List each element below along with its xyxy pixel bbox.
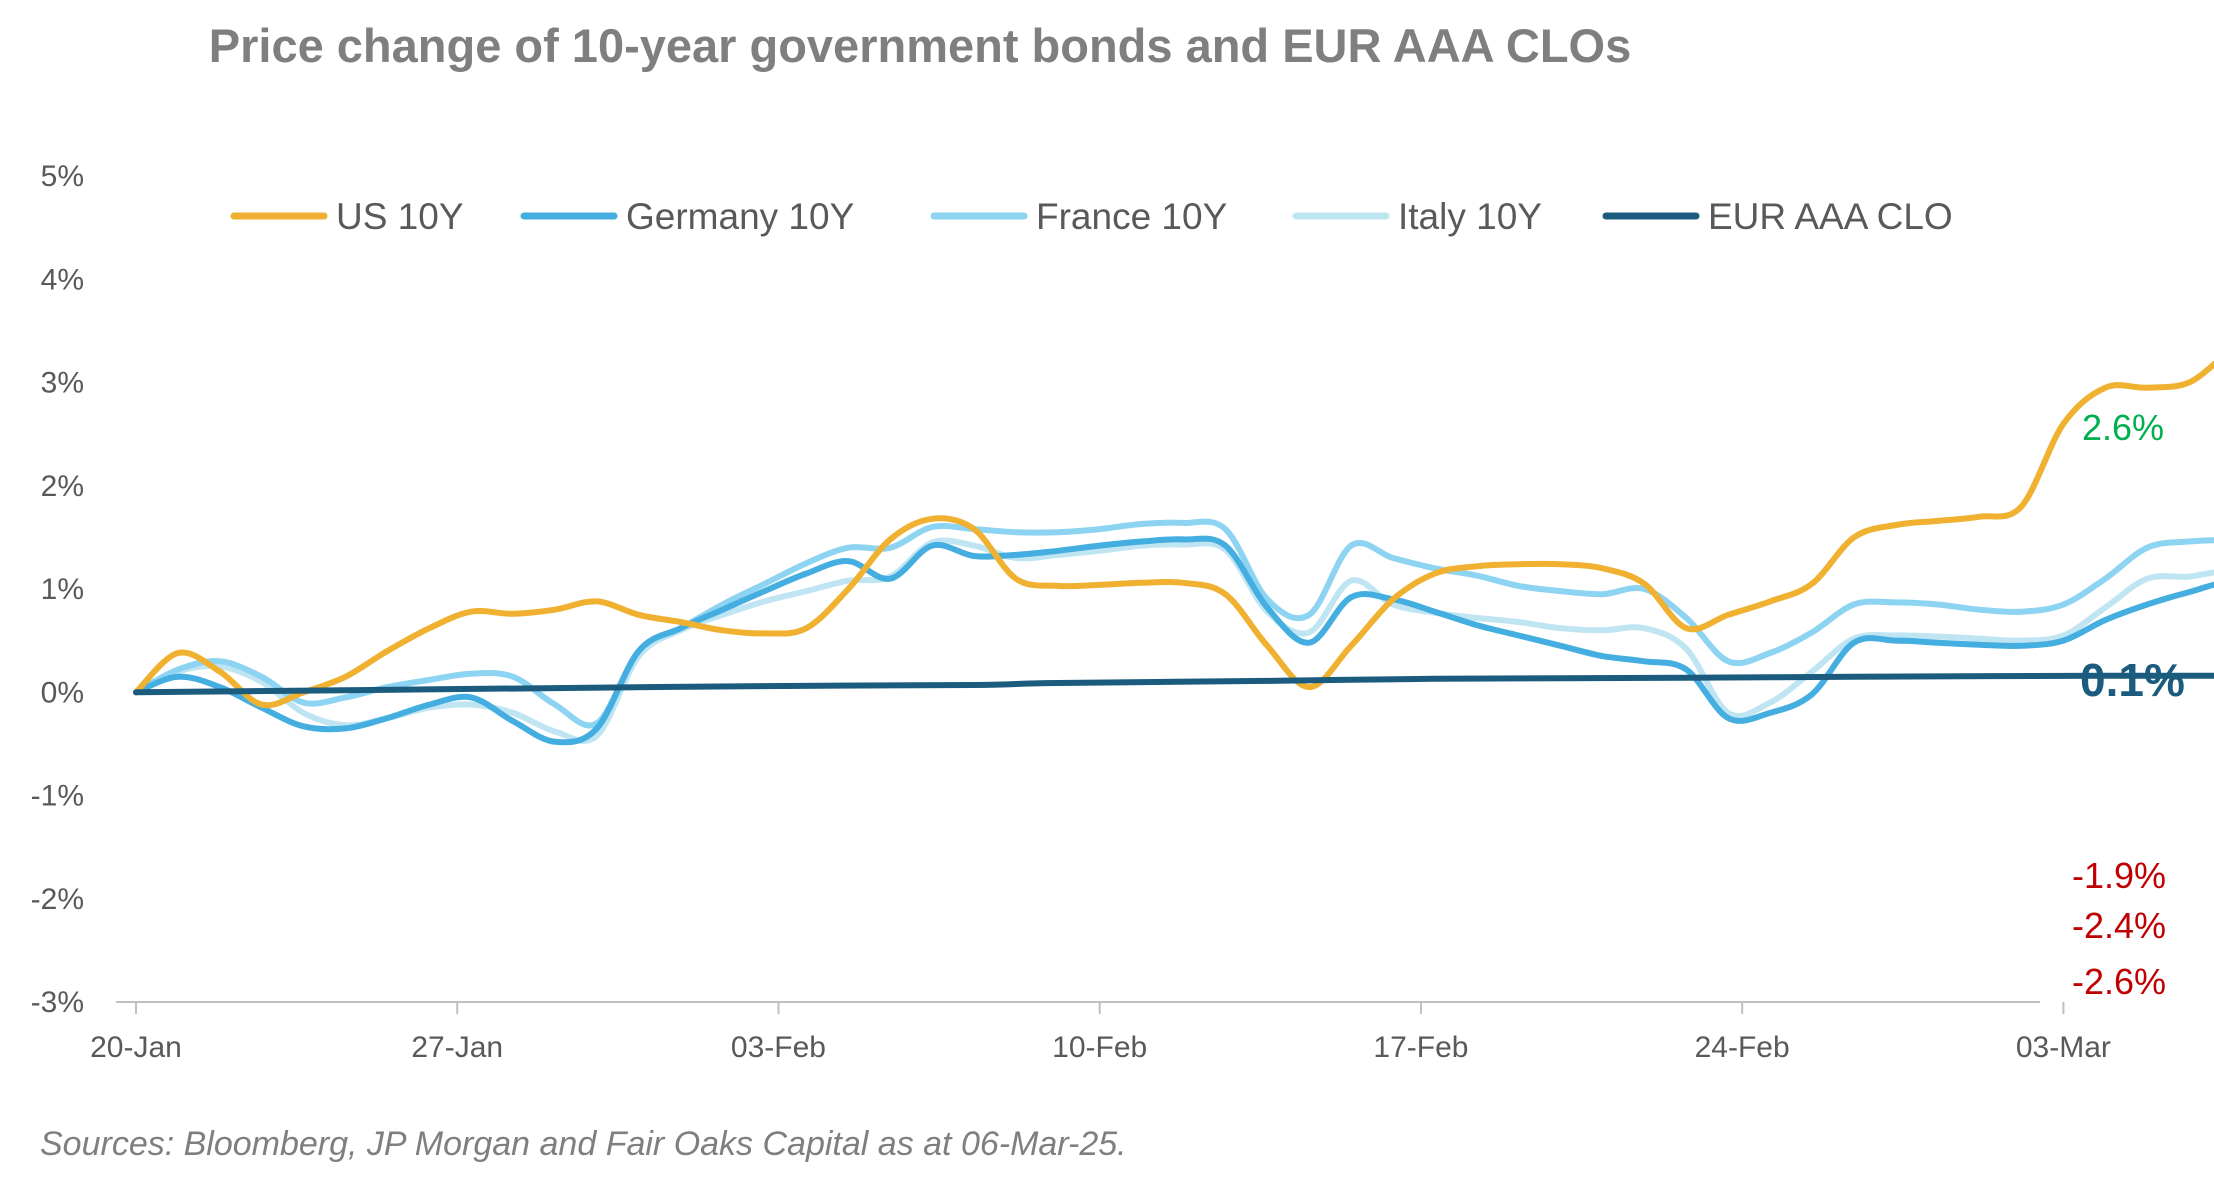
- x-tick-label: 20-Jan: [90, 1031, 182, 1064]
- end-label: -2.4%: [2072, 905, 2166, 946]
- legend-label: US 10Y: [336, 196, 464, 237]
- y-tick-label: 0%: [41, 676, 84, 709]
- end-label: -2.6%: [2072, 961, 2166, 1002]
- source-note: Sources: Bloomberg, JP Morgan and Fair O…: [40, 1125, 1127, 1163]
- x-tick-label: 27-Jan: [411, 1031, 503, 1064]
- y-tick-label: -2%: [31, 883, 84, 916]
- legend-label: Italy 10Y: [1398, 196, 1542, 237]
- x-tick-label: 24-Feb: [1695, 1031, 1790, 1064]
- legend-label: Germany 10Y: [626, 196, 854, 237]
- end-label: -1.9%: [2072, 855, 2166, 896]
- legend: US 10Y Germany 10Y France 10Y Italy 10Y EUR …: [230, 196, 1953, 237]
- chart-title: Price change of 10-year government bonds…: [208, 19, 1632, 72]
- end-labels: 2.6% -2.6% -1.9% -2.4% 0.1%: [2072, 407, 2185, 1002]
- end-label: 2.6%: [2082, 407, 2164, 448]
- x-tick-label: 03-Mar: [2016, 1031, 2111, 1064]
- y-tick-label: 5%: [41, 160, 84, 193]
- series-lines: [133, 360, 2214, 746]
- end-label: 0.1%: [2080, 654, 2185, 706]
- y-tick-label: 3%: [41, 367, 84, 400]
- x-tick-label: 10-Feb: [1052, 1031, 1147, 1064]
- y-tick-label: -1%: [31, 780, 84, 813]
- series-line-us-10y: [133, 360, 2214, 709]
- series-line-germany-10y: [133, 535, 2214, 746]
- x-tick-label: 03-Feb: [731, 1031, 826, 1064]
- y-tick-label: 4%: [41, 263, 84, 296]
- legend-label: EUR AAA CLO: [1708, 196, 1953, 237]
- x-tick-label: 17-Feb: [1373, 1031, 1468, 1064]
- y-tick-label: -3%: [31, 986, 84, 1019]
- y-axis-ticks: 5% 4% 3% 2% 1% 0% -1% -2% -3%: [31, 160, 84, 1019]
- legend-label: France 10Y: [1036, 196, 1227, 237]
- x-axis-ticks: 20-Jan 27-Jan 03-Feb 10-Feb 17-Feb 24-Feb 03-M…: [90, 1002, 2111, 1064]
- series-line-france-10y: [133, 518, 2214, 729]
- series-line-eur-aaa-clo: [133, 672, 2214, 696]
- y-tick-label: 2%: [41, 470, 84, 503]
- y-tick-label: 1%: [41, 573, 84, 606]
